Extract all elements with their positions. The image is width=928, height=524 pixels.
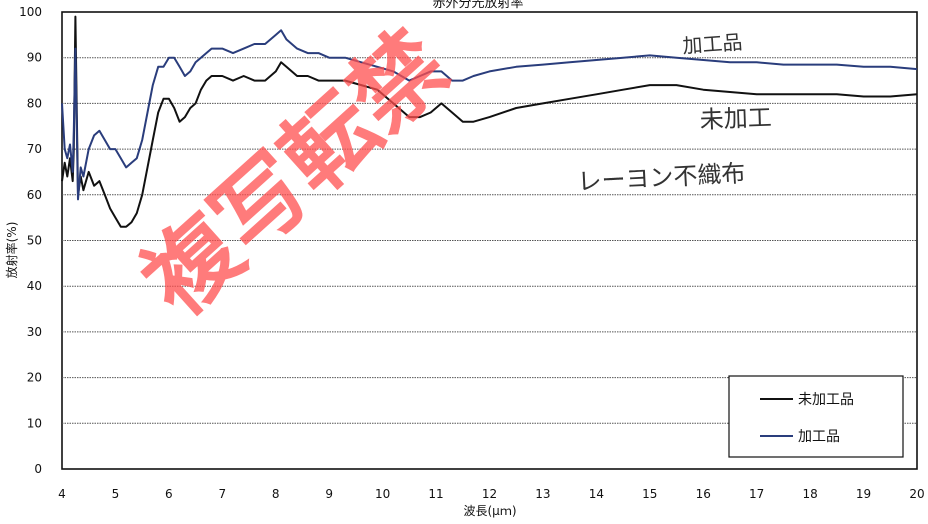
- y-tick-label: 100: [19, 5, 42, 19]
- series-lines: [61, 15, 918, 228]
- x-tick-label: 15: [642, 487, 657, 501]
- y-axis-label: 放射率(%): [4, 222, 19, 279]
- x-tick-label: 17: [749, 487, 764, 501]
- handwritten-note-processed: 加工品: [682, 30, 744, 58]
- y-tick-label: 20: [27, 371, 42, 385]
- x-tick-label: 9: [325, 487, 333, 501]
- y-tick-label: 10: [27, 416, 42, 430]
- y-tick-label: 40: [27, 279, 42, 293]
- y-tick-label: 60: [27, 188, 42, 202]
- x-tick-label: 14: [589, 487, 604, 501]
- legend-label-processed: 加工品: [798, 429, 840, 445]
- x-tick-labels: 4 5 6 7 8 9 10 11 12 13 14 15 16 17 18 19 20: [58, 487, 924, 501]
- x-tick-label: 6: [165, 487, 173, 501]
- series-line-processed: [61, 29, 918, 201]
- x-tick-label: 20: [909, 487, 924, 501]
- x-tick-label: 7: [218, 487, 226, 501]
- x-tick-label: 19: [856, 487, 871, 501]
- y-tick-label: 0: [34, 462, 42, 476]
- handwritten-note-rayon: レーヨン不織布: [577, 159, 746, 196]
- x-tick-label: 16: [696, 487, 711, 501]
- handwritten-note-unprocessed: 未加工: [699, 104, 772, 134]
- x-tick-label: 13: [535, 487, 550, 501]
- y-tick-label: 50: [27, 234, 42, 248]
- series-line-unprocessed: [61, 15, 918, 228]
- x-tick-label: 5: [112, 487, 120, 501]
- chart-title: 赤外分光放射率: [432, 0, 523, 11]
- x-axis-label: 波長(μｍ): [464, 504, 517, 518]
- y-tick-label: 90: [27, 51, 42, 65]
- legend: 未加工品 加工品: [728, 375, 904, 458]
- x-tick-label: 10: [375, 487, 390, 501]
- x-tick-label: 18: [802, 487, 817, 501]
- x-tick-label: 12: [482, 487, 497, 501]
- x-tick-label: 11: [428, 487, 443, 501]
- y-tick-label: 70: [27, 142, 42, 156]
- y-tick-label: 30: [27, 325, 42, 339]
- x-tick-label: 4: [58, 487, 66, 501]
- y-tick-label: 80: [27, 96, 42, 110]
- legend-box: [728, 375, 904, 458]
- y-tick-labels: 0 10 20 30 40 50 60 70 80 90 100: [19, 5, 42, 476]
- x-tick-label: 8: [272, 487, 280, 501]
- legend-label-unprocessed: 未加工品: [798, 392, 854, 408]
